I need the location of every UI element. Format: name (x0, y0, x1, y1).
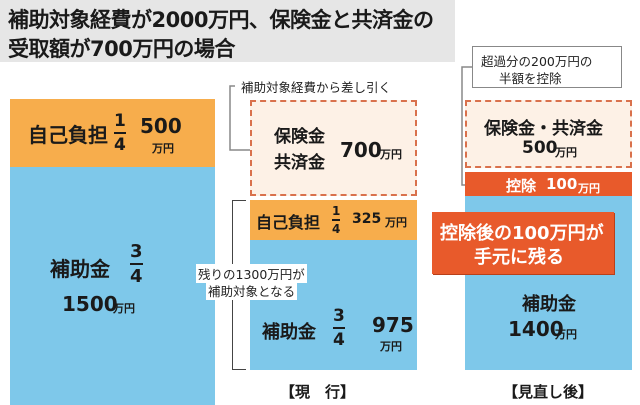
middle-subsidy-fraction: 3 4 (333, 306, 345, 350)
middle-self-pay-label: 自己負担 (256, 213, 321, 232)
fraction-bar (114, 132, 126, 134)
middle-self-pay-frac-num: 1 (332, 204, 341, 218)
middle-subsidy-frac-den: 4 (333, 330, 345, 350)
middle-footer: 【現 行】 (280, 383, 356, 401)
left-self-pay-fraction: 1 4 (114, 111, 126, 155)
left-subsidy-label: 補助金 (50, 257, 110, 281)
middle-remaining-note-line-1: 残りの1300万円が (196, 264, 307, 283)
right-callout-line-2: 手元に残る (474, 247, 564, 268)
left-subsidy-frac-num: 3 (130, 241, 143, 262)
middle-subsidy-block (250, 240, 417, 370)
middle-self-pay-frac-den: 4 (332, 222, 341, 236)
right-note-line-2: 半額を控除 (499, 71, 562, 86)
right-callout-box (432, 212, 614, 274)
right-note-line-1: 超過分の200万円の (481, 54, 593, 69)
right-deduction-block (465, 172, 632, 196)
right-note-connector (461, 66, 472, 186)
middle-insurance-line-1: 保険金 (274, 127, 325, 147)
right-insurance-block (465, 100, 632, 168)
right-deduction-label: 控除 (506, 177, 537, 195)
fraction-bar (333, 327, 345, 329)
middle-self-pay-fraction: 1 4 (332, 204, 341, 236)
left-subsidy-amount: 1500 (62, 292, 118, 316)
middle-insurance-unit: 万円 (380, 148, 402, 161)
fraction-bar (332, 219, 341, 221)
middle-self-pay-amount: 325 (352, 211, 382, 227)
left-self-pay-frac-den: 4 (114, 135, 126, 155)
right-subsidy-unit: 万円 (555, 328, 577, 341)
left-self-pay-block (10, 99, 215, 167)
left-subsidy-unit: 万円 (113, 302, 135, 315)
right-insurance-amount: 500 (522, 138, 558, 158)
right-deduction-amount: 100 (546, 175, 578, 193)
middle-insurance-block (250, 100, 417, 196)
fraction-bar (130, 263, 143, 265)
right-callout-line-1: 控除後の100万円が (440, 223, 604, 244)
right-subsidy-amount: 1400 (508, 317, 564, 341)
middle-self-pay-unit: 万円 (385, 216, 407, 229)
right-note-box: 超過分の200万円の 半額を控除 (472, 46, 622, 88)
middle-deduct-note-box: 補助対象経費から差し引く (233, 76, 433, 95)
middle-subsidy-label: 補助金 (262, 322, 316, 343)
middle-subsidy-frac-num: 3 (333, 306, 345, 326)
left-self-pay-frac-num: 1 (114, 111, 126, 131)
middle-remaining-note-line-2: 補助対象となる (206, 281, 298, 300)
middle-insurance-amount: 700 (340, 138, 382, 162)
title-banner: 補助対象経費が2000万円、保険金と共済金の 受取額が700万円の場合 (0, 0, 455, 62)
right-footer: 【見直し後】 (503, 383, 594, 401)
left-self-pay-amount: 500 (140, 114, 182, 138)
middle-deduct-note: 補助対象経費から差し引く (241, 80, 392, 95)
left-self-pay-label: 自己負担 (28, 123, 108, 147)
title-line-2: 受取額が700万円の場合 (8, 37, 235, 61)
middle-insurance-line-2: 共済金 (274, 153, 325, 173)
right-subsidy-label: 補助金 (522, 294, 576, 315)
middle-subsidy-unit: 万円 (380, 340, 402, 353)
left-subsidy-frac-den: 4 (130, 266, 143, 287)
left-subsidy-block (10, 167, 215, 405)
right-insurance-label: 保険金・共済金 (484, 119, 603, 139)
title-line-1: 補助対象経費が2000万円、保険金と共済金の (8, 8, 434, 32)
right-deduction-unit: 万円 (578, 182, 600, 195)
left-self-pay-unit: 万円 (152, 142, 174, 155)
middle-subsidy-amount: 975 (372, 313, 414, 337)
left-subsidy-fraction: 3 4 (130, 241, 143, 287)
middle-note-connector (229, 85, 250, 151)
right-insurance-unit: 万円 (555, 146, 577, 159)
